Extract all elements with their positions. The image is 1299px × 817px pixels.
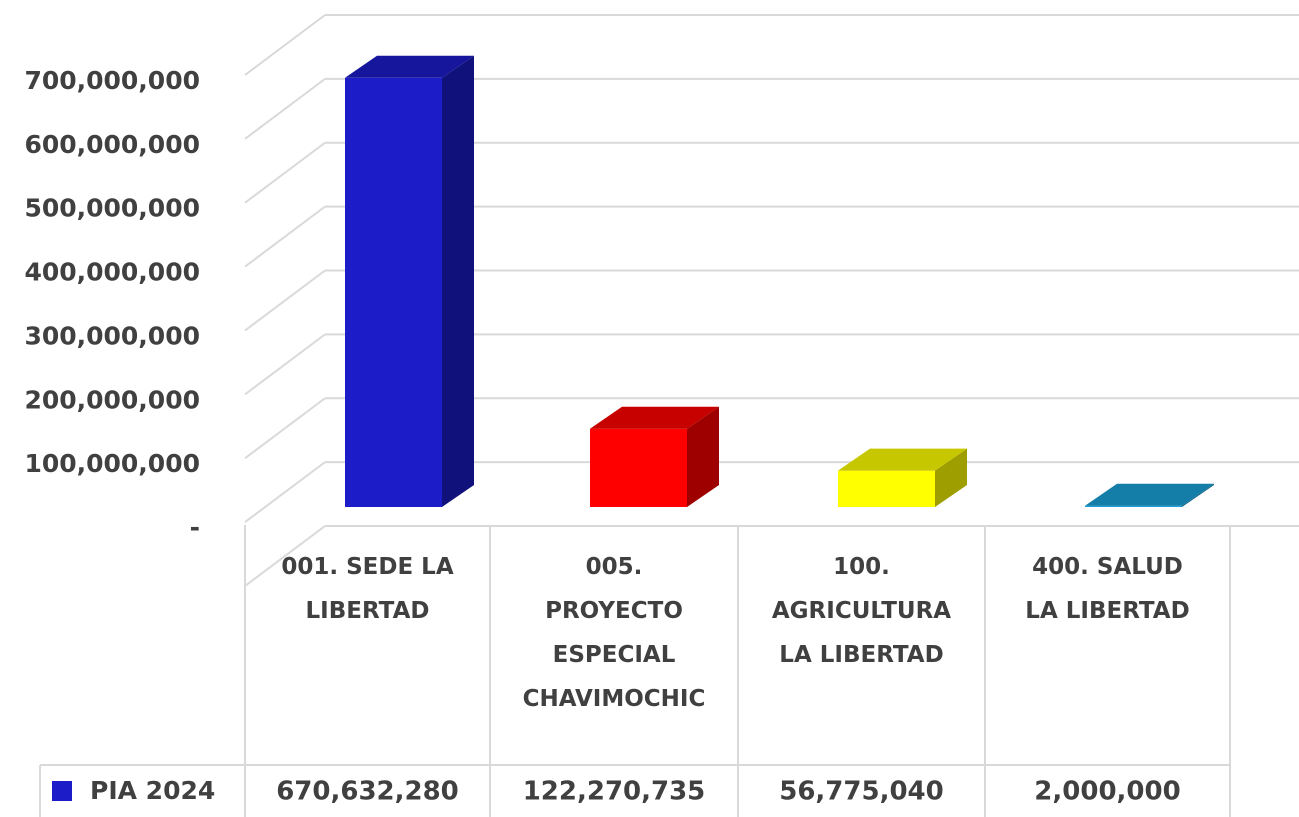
bar-side <box>687 406 719 507</box>
y-tick-label: 500,000,000 <box>24 194 200 223</box>
bar <box>838 470 935 507</box>
y-tick-label: 600,000,000 <box>24 130 200 159</box>
bar-side <box>1182 483 1214 507</box>
table-value: 670,632,280 <box>276 777 459 807</box>
grid-line <box>244 14 326 76</box>
bar-top <box>1085 483 1214 506</box>
grid-line <box>244 461 326 523</box>
table-value: 2,000,000 <box>1034 777 1180 807</box>
x-tick-label: 001. SEDE LA LIBERTAD <box>281 554 454 624</box>
y-tick-label: 100,000,000 <box>24 449 200 478</box>
y-tick-label: - <box>190 513 200 542</box>
legend-swatch <box>52 781 72 801</box>
bar-top <box>345 55 474 78</box>
y-tick-label: 400,000,000 <box>24 258 200 287</box>
table-value: 122,270,735 <box>523 777 706 807</box>
grid-line <box>244 78 326 140</box>
bar <box>1085 505 1182 507</box>
grid-line <box>244 397 326 460</box>
legend-label: PIA 2024 <box>90 776 215 805</box>
bar-side <box>442 55 474 507</box>
bar <box>345 77 442 507</box>
grid-line <box>244 269 326 332</box>
grid-line <box>244 525 326 587</box>
table-value: 56,775,040 <box>779 777 943 807</box>
y-tick-label: 300,000,000 <box>24 321 200 350</box>
bar-top <box>838 448 967 471</box>
bar <box>590 428 687 507</box>
y-tick-label: 200,000,000 <box>24 385 200 414</box>
x-tick-label: 400. SALUD LA LIBERTAD <box>1025 554 1190 624</box>
bar-side <box>935 448 967 507</box>
bar-top <box>590 406 719 429</box>
grid-line <box>244 333 326 396</box>
x-tick-label: 100. AGRICULTURA LA LIBERTAD <box>771 554 952 668</box>
grid-line <box>244 141 326 204</box>
x-tick-label: 005. PROYECTO ESPECIAL CHAVIMOCHIC <box>522 554 706 712</box>
y-tick-label: 700,000,000 <box>24 66 200 95</box>
grid-line <box>244 205 326 268</box>
